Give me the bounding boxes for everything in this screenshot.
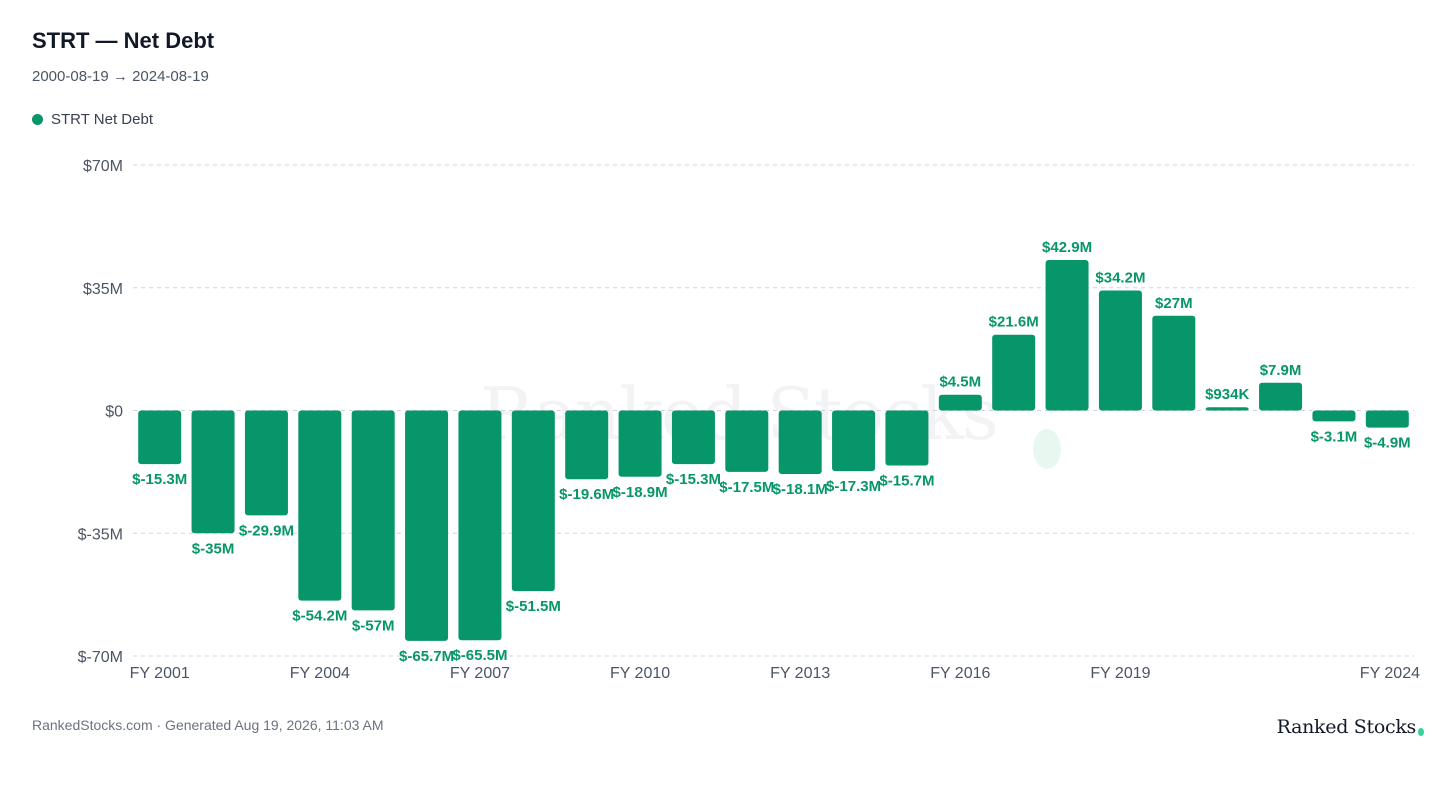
data-label: $-4.9M xyxy=(1364,435,1411,452)
brand-logo: Ranked Stocks xyxy=(1277,716,1424,738)
data-label: $21.6M xyxy=(989,314,1039,331)
bar xyxy=(992,334,1036,411)
y-axis-ticks: $70M $35M $0 $-35M $-70M xyxy=(78,158,123,666)
bars xyxy=(138,260,1409,641)
y-tick-label: $70M xyxy=(83,158,123,175)
data-label: $42.9M xyxy=(1042,239,1092,256)
data-label: $-15.3M xyxy=(132,471,187,488)
data-label: $-57M xyxy=(352,617,395,634)
data-label: $-18.9M xyxy=(613,484,668,501)
legend-label: STRT Net Debt xyxy=(51,111,153,128)
data-label: $934K xyxy=(1205,386,1249,403)
data-label: $-15.7M xyxy=(879,473,934,490)
data-label: $-29.9M xyxy=(239,522,294,539)
bar xyxy=(778,410,822,474)
bar xyxy=(138,410,182,465)
bar xyxy=(405,410,449,641)
y-tick-label: $35M xyxy=(83,281,123,298)
bar xyxy=(1312,410,1356,422)
bar xyxy=(1259,382,1303,411)
bar xyxy=(351,410,395,611)
data-label: $4.5M xyxy=(939,374,981,391)
x-tick-label: FY 2016 xyxy=(930,665,990,682)
chart-title: STRT — Net Debt xyxy=(32,28,215,53)
bar xyxy=(832,410,876,472)
data-label: $-17.5M xyxy=(719,479,774,496)
bar xyxy=(244,410,288,516)
x-tick-label: FY 2001 xyxy=(130,665,190,682)
data-label: $-17.3M xyxy=(826,478,881,495)
bar xyxy=(1365,410,1409,428)
x-tick-label: FY 2013 xyxy=(770,665,830,682)
y-tick-label: $-70M xyxy=(78,649,123,666)
y-tick-label: $0 xyxy=(105,404,123,421)
data-label: $-35M xyxy=(192,540,235,557)
legend: STRT Net Debt xyxy=(32,111,153,128)
bar xyxy=(671,410,715,465)
data-label: $-15.3M xyxy=(666,471,721,488)
x-tick-label: FY 2019 xyxy=(1090,665,1150,682)
data-labels: $-15.3M$-35M$-29.9M$-54.2M$-57M$-65.7M$-… xyxy=(132,239,1410,665)
bar xyxy=(191,410,235,534)
data-label: $-65.7M xyxy=(399,648,454,665)
data-label: $-65.5M xyxy=(452,647,507,664)
data-label: $-51.5M xyxy=(506,598,561,615)
bar xyxy=(458,410,502,641)
brand-text: Ranked Stocks xyxy=(1276,716,1417,738)
bar xyxy=(1152,315,1196,411)
bar xyxy=(1205,407,1249,411)
brand-dot-icon xyxy=(1418,728,1424,736)
y-tick-label: $-35M xyxy=(78,526,123,543)
data-label: $34.2M xyxy=(1095,270,1145,287)
bar xyxy=(1045,260,1089,411)
data-label: $-3.1M xyxy=(1311,428,1358,445)
bar xyxy=(938,394,982,411)
footer-source: RankedStocks.com · Generated Aug 19, 202… xyxy=(32,717,384,733)
bar xyxy=(618,410,662,477)
x-tick-label: FY 2010 xyxy=(610,665,670,682)
data-label: $7.9M xyxy=(1260,362,1302,379)
bar xyxy=(298,410,342,601)
bar xyxy=(885,410,929,466)
bar xyxy=(725,410,769,472)
bar xyxy=(565,410,609,480)
bar xyxy=(511,410,555,592)
bar xyxy=(1098,290,1142,411)
x-tick-label: FY 2007 xyxy=(450,665,510,682)
data-label: $-18.1M xyxy=(773,481,828,498)
data-label: $-19.6M xyxy=(559,486,614,503)
date-range-subtitle: 2000-08-19 → 2024-08-19 xyxy=(32,68,209,85)
x-tick-label: FY 2024 xyxy=(1360,665,1420,682)
x-axis-ticks: FY 2001 FY 2004 FY 2007 FY 2010 FY 2013 FY 20… xyxy=(130,665,1421,682)
data-label: $-54.2M xyxy=(292,608,347,625)
data-label: $27M xyxy=(1155,295,1193,312)
watermark-dot xyxy=(1033,429,1061,469)
x-tick-label: FY 2004 xyxy=(290,665,350,682)
grid-lines xyxy=(133,164,1414,657)
legend-dot-icon xyxy=(32,114,43,125)
